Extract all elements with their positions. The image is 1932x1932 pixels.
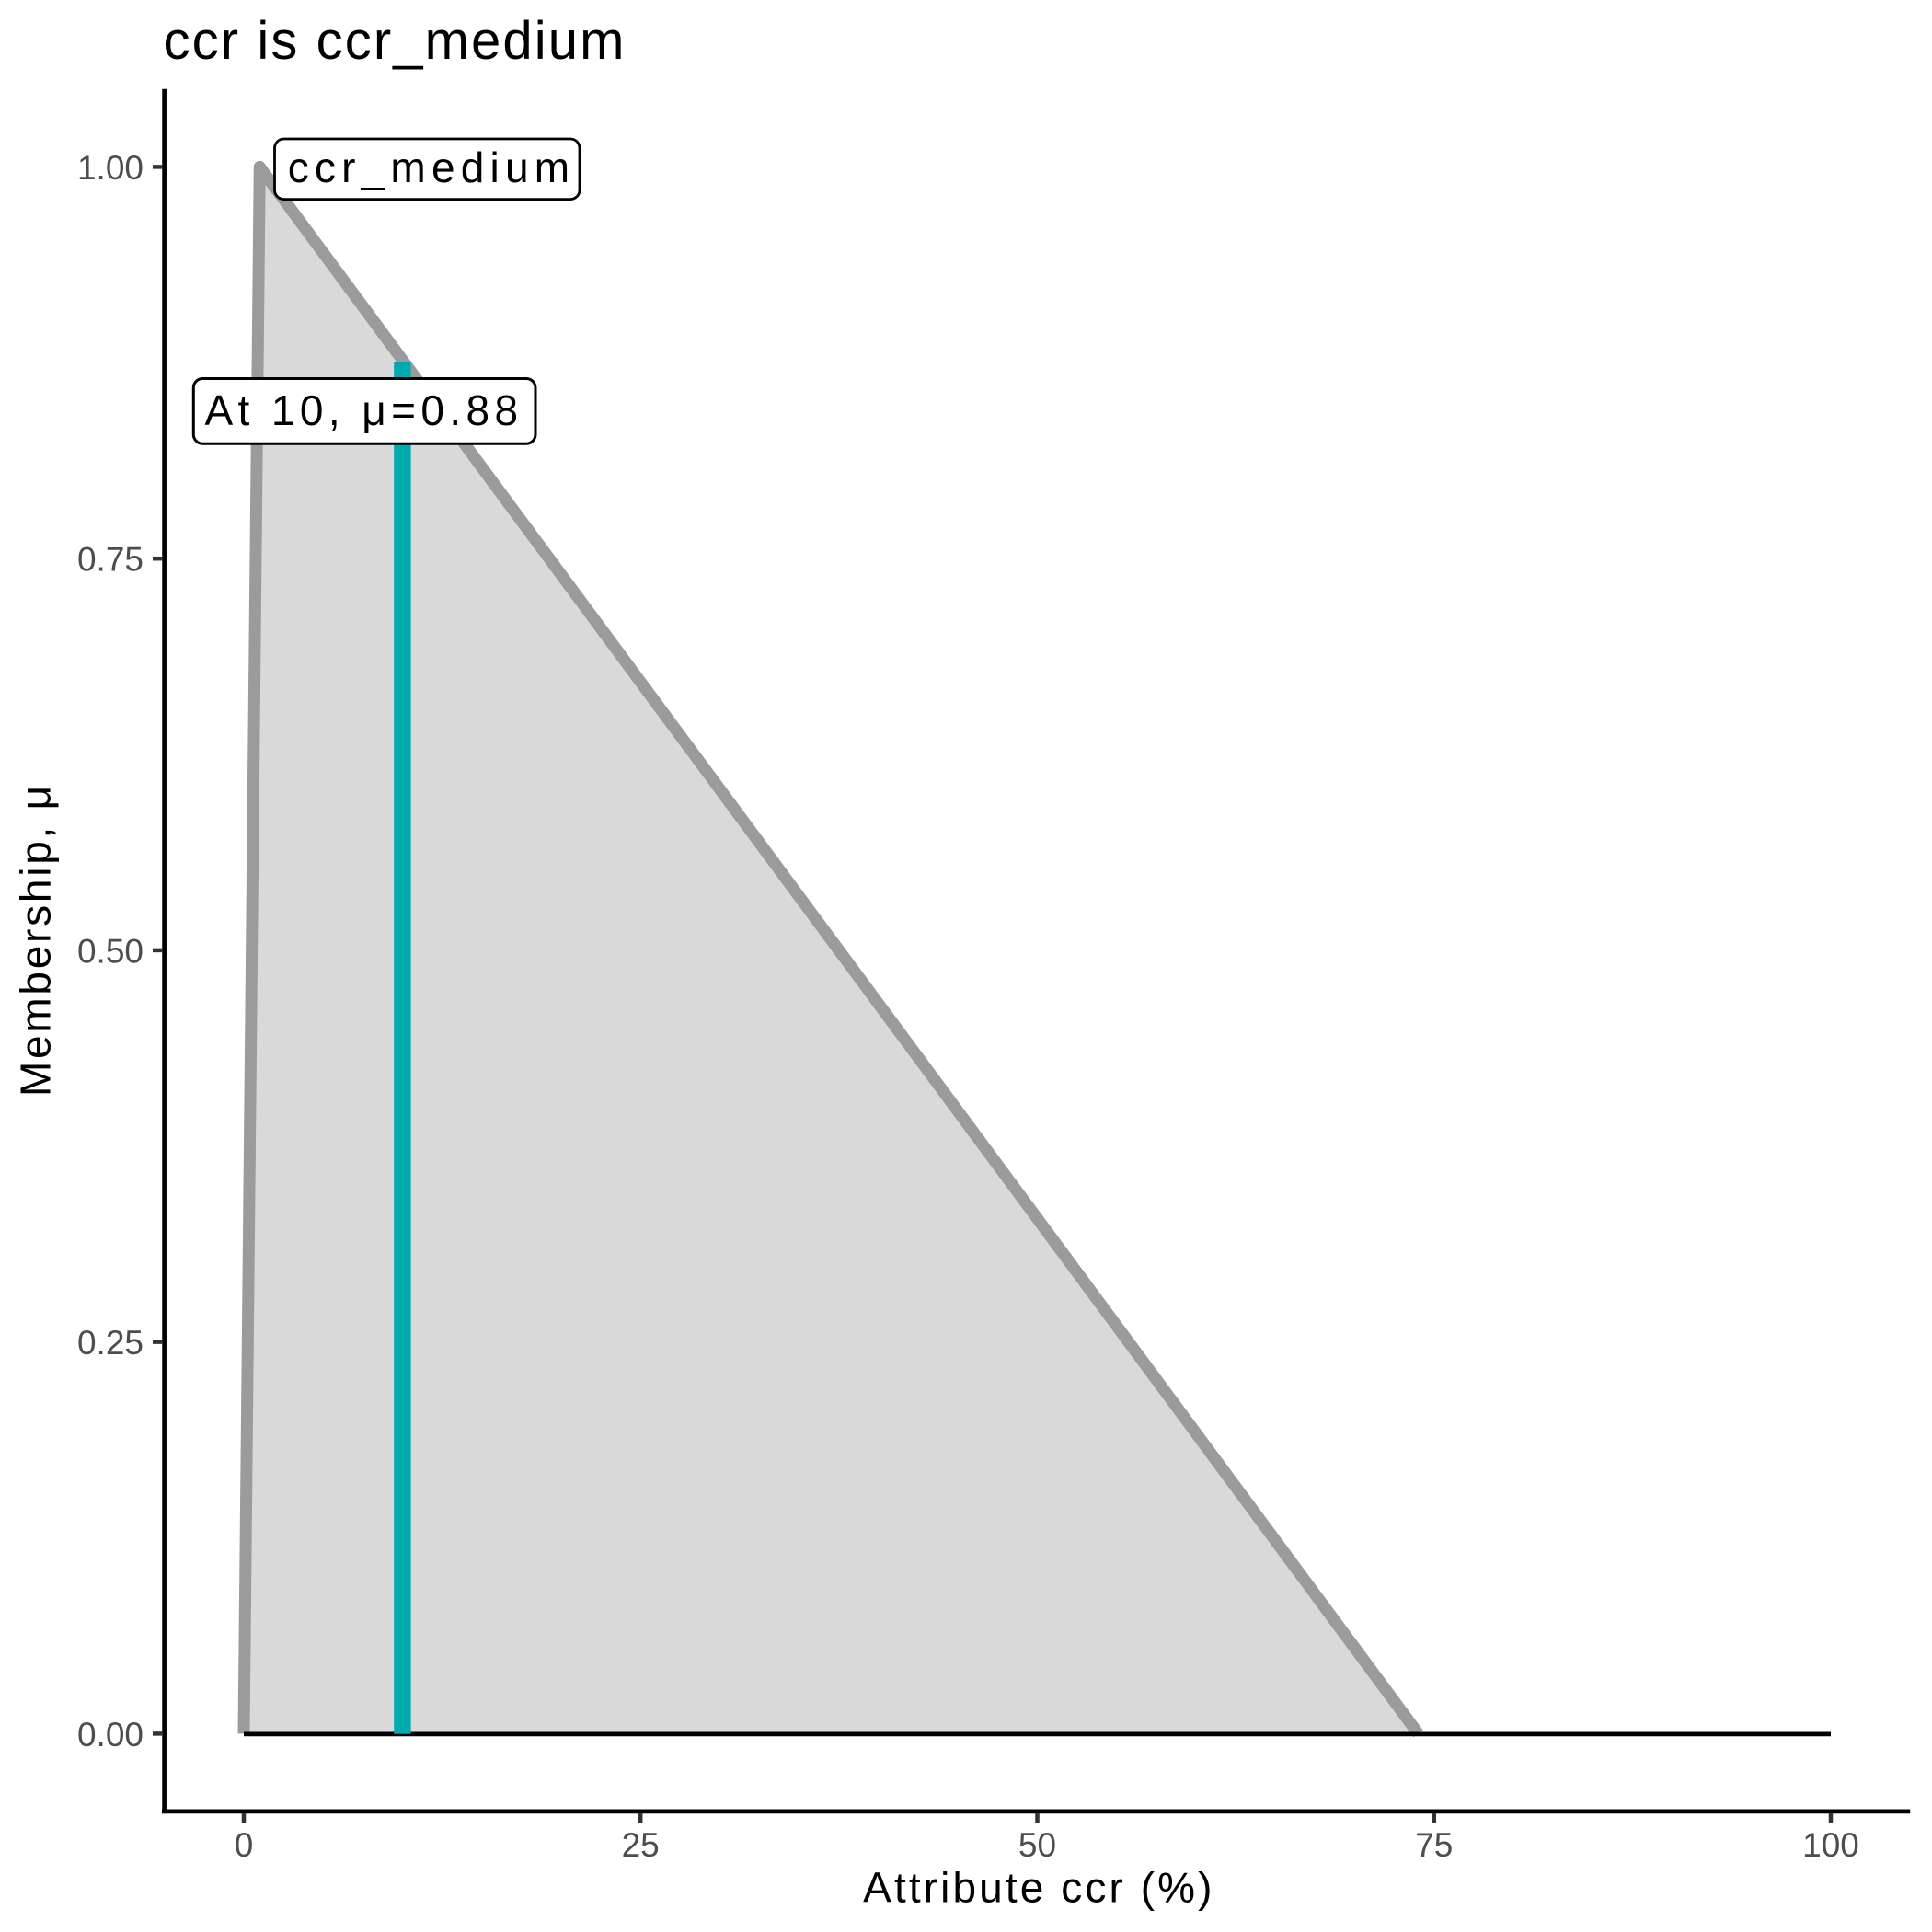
svg-text:ccr is ccr_medium: ccr is ccr_medium <box>164 11 627 71</box>
svg-text:25: 25 <box>622 1826 660 1864</box>
svg-text:75: 75 <box>1415 1826 1453 1864</box>
svg-text:0.00: 0.00 <box>77 1716 144 1754</box>
svg-text:100: 100 <box>1802 1826 1859 1864</box>
svg-text:ccr_medium: ccr_medium <box>288 144 576 191</box>
svg-text:0.75: 0.75 <box>77 541 144 579</box>
svg-text:Membership, μ: Membership, μ <box>12 783 60 1097</box>
svg-text:At 10, μ=0.88: At 10, μ=0.88 <box>204 386 523 434</box>
svg-text:50: 50 <box>1018 1826 1056 1864</box>
svg-text:Attribute ccr (%): Attribute ccr (%) <box>863 1864 1214 1912</box>
svg-text:0.50: 0.50 <box>77 932 144 970</box>
svg-text:0: 0 <box>235 1826 254 1864</box>
svg-text:1.00: 1.00 <box>77 149 144 187</box>
svg-text:0.25: 0.25 <box>77 1324 144 1362</box>
